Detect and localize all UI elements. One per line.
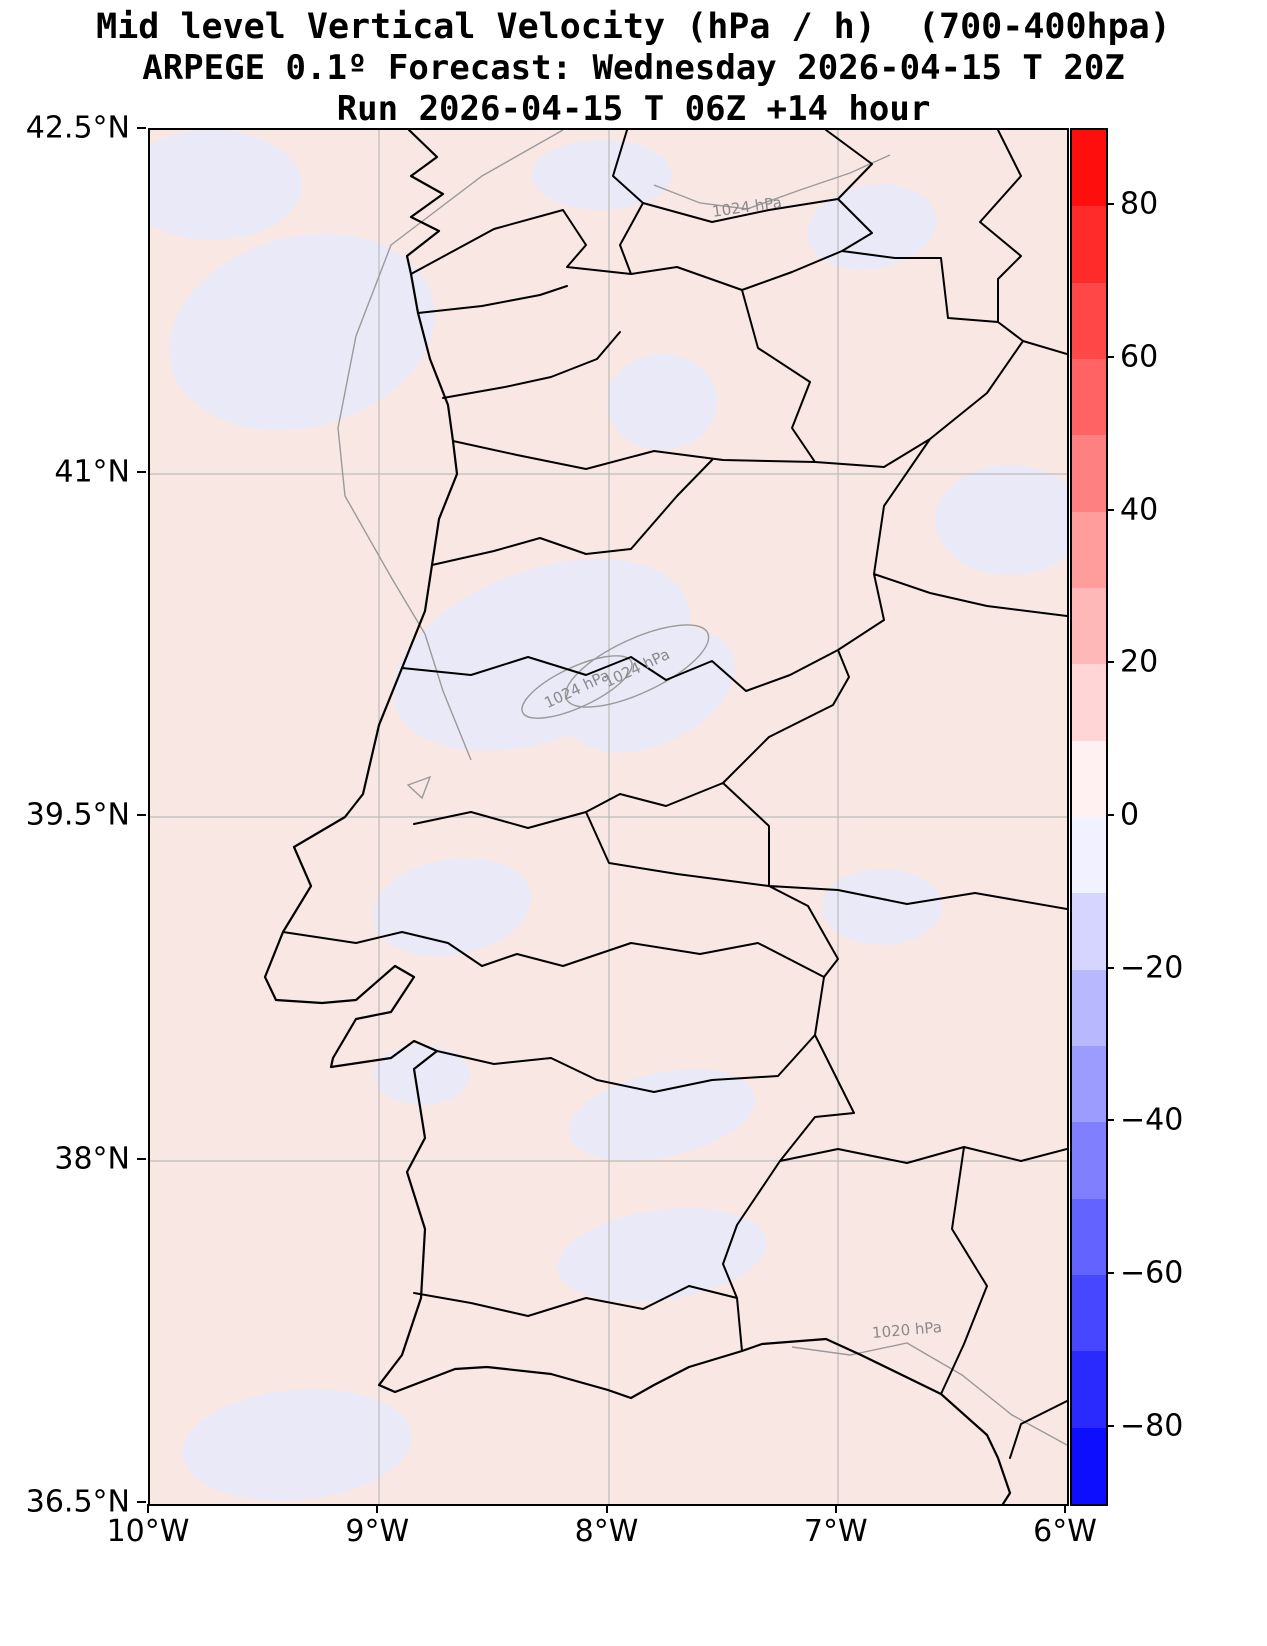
x-tick-mark: [376, 1504, 379, 1513]
negative-anomaly-patch: [372, 857, 532, 957]
colorbar-tick-mark: [1106, 661, 1114, 664]
x-tick-label: 7°W: [803, 1514, 868, 1549]
colorbar-tick-mark: [1106, 1119, 1114, 1122]
x-tick-label: 8°W: [574, 1514, 639, 1549]
colorbar-tick-mark: [1106, 1272, 1114, 1274]
title-model-forecast: ARPEGE 0.1º Forecast: Wednesday 2026-04-…: [142, 48, 1125, 88]
y-tick-mark: [137, 470, 146, 473]
title-run-info: Run 2026-04-15 T 06Z +14 hour: [336, 89, 931, 129]
title-main: Mid level Vertical Velocity (hPa / h) (7…: [96, 7, 1171, 47]
isobar-contours: [337, 130, 1067, 1446]
colorbar-tick-mark: [1106, 1424, 1114, 1427]
y-axis: 42.5°N 41°N 39.5°N 38°N 36.5°N: [0, 111, 148, 1520]
colorbar-band: [1072, 1122, 1106, 1199]
colorbar-band: [1072, 816, 1106, 894]
colorbar-band: [1072, 1427, 1106, 1504]
colorbar-band: [1072, 358, 1106, 436]
y-tick-mark: [137, 814, 146, 816]
colorbar-tick-label: −40: [1120, 1102, 1184, 1138]
colorbar-tick-mark: [1106, 966, 1114, 969]
colorbar-band: [1072, 282, 1106, 359]
y-tick-label: 38°N: [54, 1141, 130, 1176]
colorbar-band: [1072, 1351, 1106, 1428]
colorbar-band: [1072, 1198, 1106, 1275]
x-tick-label: 6°W: [1033, 1514, 1097, 1549]
y-tick-label: 42.5°N: [25, 110, 130, 146]
negative-anomaly-patch: [935, 465, 1067, 575]
isobar-contour: [406, 775, 432, 800]
colorbar-tick-mark: [1106, 508, 1114, 511]
colorbar-band: [1072, 740, 1106, 817]
colorbar-tick-label: −60: [1120, 1255, 1184, 1291]
isobar-contour: [653, 154, 891, 210]
colorbar-tick-label: 20: [1120, 644, 1159, 680]
colorbar-tick-mark: [1106, 203, 1114, 206]
map-svg: [150, 130, 1067, 1504]
negative-anomaly-patch: [607, 354, 717, 450]
x-tick-mark: [834, 1504, 837, 1513]
colorbar-tick-mark: [1106, 356, 1114, 358]
colorbar-band: [1072, 435, 1106, 512]
y-tick-mark: [137, 1157, 146, 1160]
colorbar-band: [1072, 587, 1106, 665]
colorbar-tick-label: 0: [1120, 797, 1140, 833]
colorbar: [1070, 128, 1108, 1506]
colorbar-ticks: 80 60 40 20 0 −20 −40 −60 −80: [1106, 128, 1266, 1502]
colorbar-band: [1072, 664, 1106, 741]
colorbar-band: [1072, 1274, 1106, 1352]
negative-anomaly-patch: [532, 140, 672, 210]
negative-anomaly-patch: [557, 1208, 767, 1302]
colorbar-tick-label: −80: [1120, 1408, 1184, 1444]
colorbar-band: [1072, 130, 1106, 207]
negative-anomaly-patch: [169, 233, 435, 431]
x-tick-mark: [1064, 1504, 1066, 1513]
y-tick-label: 41°N: [54, 454, 130, 489]
colorbar-tick-label: −20: [1120, 950, 1184, 986]
colorbar-band: [1072, 969, 1106, 1046]
isobar-contour: [337, 130, 564, 761]
colorbar-tick-label: 80: [1120, 186, 1159, 222]
map-area: 1024 hPa 1024 hPa 1024 hPa 1020 hPa: [148, 128, 1069, 1506]
district-boundaries: [282, 130, 1067, 1459]
isobar-contour: [564, 624, 710, 708]
colorbar-band: [1072, 206, 1106, 283]
x-tick-label: 10°W: [106, 1514, 190, 1549]
negative-anomaly-patch: [182, 1389, 412, 1501]
colorbar-tick-mark: [1106, 814, 1114, 816]
negative-anomaly-patch: [568, 1069, 756, 1161]
colorbar-tick-label: 40: [1120, 492, 1159, 528]
title-block: Mid level Vertical Velocity (hPa / h) (7…: [0, 6, 1267, 130]
y-tick-mark: [137, 1501, 146, 1503]
x-tick-label: 9°W: [345, 1514, 410, 1549]
y-tick-mark: [137, 127, 146, 129]
x-tick-mark: [147, 1504, 149, 1513]
negative-anomaly-patch: [807, 184, 937, 270]
grid-lines: [150, 130, 1067, 1504]
colorbar-band: [1072, 511, 1106, 588]
negative-anomaly-patch: [374, 1045, 470, 1105]
negative-anomaly-patch: [822, 869, 942, 945]
x-axis: 10°W 9°W 8°W 7°W 6°W: [107, 1502, 1097, 1562]
colorbar-band: [1072, 893, 1106, 970]
colorbar-tick-label: 60: [1120, 339, 1159, 375]
isobar-contour: [791, 1342, 1067, 1446]
colorbar-band: [1072, 1045, 1106, 1123]
negative-anomaly-patch: [150, 130, 302, 240]
y-tick-label: 36.5°N: [25, 1484, 130, 1520]
y-tick-label: 39.5°N: [25, 797, 130, 833]
x-tick-mark: [605, 1504, 608, 1513]
